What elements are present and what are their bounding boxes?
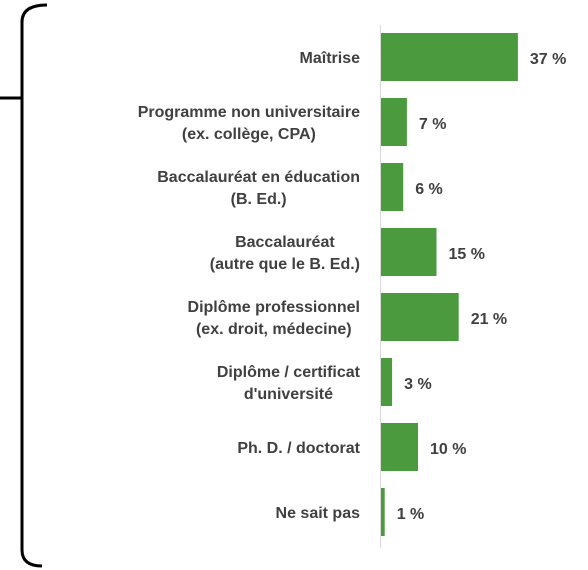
category-label: (B. Ed.) [231, 191, 287, 208]
bar [381, 33, 518, 81]
value-label: 21 % [471, 311, 507, 328]
bar [381, 228, 437, 276]
value-label: 1 % [397, 506, 425, 523]
bar [381, 423, 418, 471]
category-label: (autre que le B. Ed.) [210, 256, 360, 273]
value-label: 6 % [415, 181, 443, 198]
category-label: Programme non universitaire [138, 104, 360, 121]
value-label: 3 % [404, 376, 432, 393]
bar [381, 358, 393, 406]
category-label: (ex. droit, médecine) [196, 321, 352, 338]
value-label: 15 % [449, 246, 485, 263]
category-label: d'université [244, 386, 333, 403]
bar [381, 98, 407, 146]
category-label: Ne sait pas [276, 505, 361, 522]
category-label: Diplôme professionnel [188, 299, 360, 316]
bracket [0, 3, 48, 568]
category-label: Maîtrise [300, 50, 361, 67]
category-label: Ph. D. / doctorat [237, 440, 360, 457]
category-label: Baccalauréat en éducation [157, 169, 360, 186]
category-label: Baccalauréat [235, 234, 335, 251]
bar [381, 163, 404, 211]
bar [381, 488, 385, 536]
category-label: (ex. collège, CPA) [182, 126, 316, 143]
value-label: 37 % [530, 51, 566, 68]
category-label: Diplôme / certificat [217, 364, 361, 381]
bar [381, 293, 459, 341]
value-label: 10 % [430, 441, 466, 458]
value-label: 7 % [419, 116, 447, 133]
